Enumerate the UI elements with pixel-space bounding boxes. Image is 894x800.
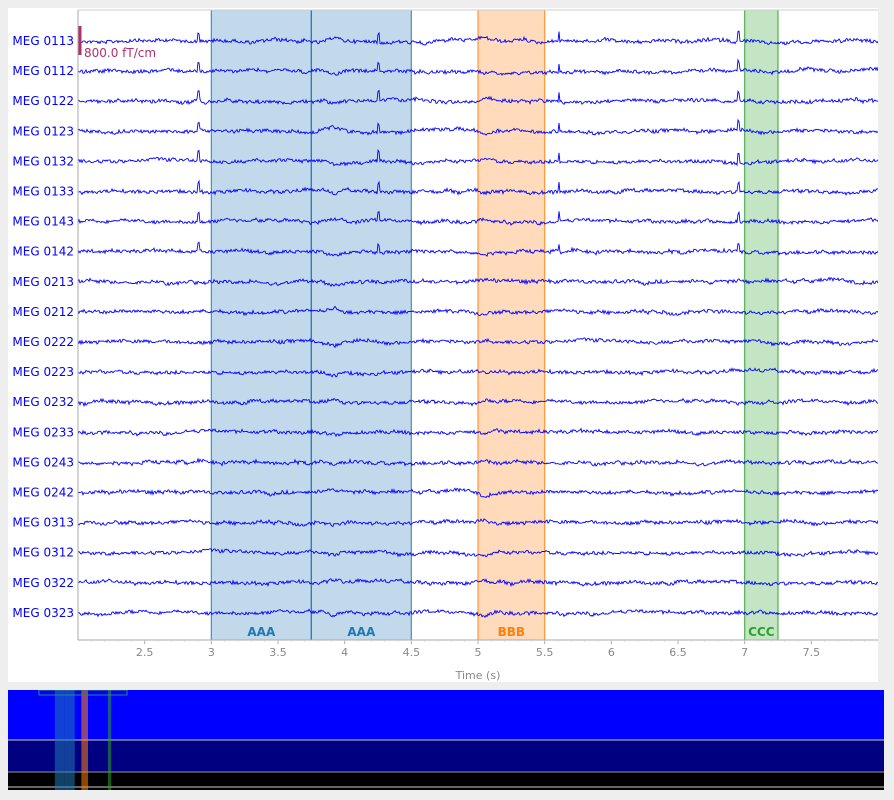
channel-trace[interactable] bbox=[77, 58, 878, 76]
channel-label[interactable]: MEG 0313 bbox=[12, 516, 74, 530]
overview-view-window[interactable] bbox=[38, 689, 128, 696]
channel-trace[interactable] bbox=[77, 276, 878, 288]
annotation-label: BBB bbox=[498, 625, 525, 639]
x-tick-label: 5.5 bbox=[536, 646, 554, 659]
channel-trace[interactable] bbox=[77, 548, 878, 558]
channel-trace[interactable] bbox=[77, 305, 878, 317]
channel-label[interactable]: MEG 0322 bbox=[12, 576, 74, 590]
channel-label[interactable]: MEG 0223 bbox=[12, 365, 74, 379]
channel-label[interactable]: MEG 0142 bbox=[12, 245, 74, 259]
channel-label[interactable]: MEG 0242 bbox=[12, 486, 74, 500]
annotation-layer: AAA AAA BBB CCC bbox=[210, 10, 779, 640]
channel-trace[interactable] bbox=[78, 179, 878, 197]
x-tick-label: 4 bbox=[341, 646, 348, 659]
annotation-span[interactable] bbox=[311, 10, 412, 640]
channel-label[interactable]: MEG 0212 bbox=[12, 305, 74, 319]
x-tick-label: 7 bbox=[741, 646, 748, 659]
channel-label[interactable]: MEG 0112 bbox=[12, 64, 74, 78]
overview-bar[interactable] bbox=[8, 689, 884, 790]
channel-trace[interactable] bbox=[77, 608, 878, 618]
scale-bar: 800.0 fT/cm bbox=[78, 26, 156, 60]
annotation-span[interactable] bbox=[211, 10, 312, 640]
overview-chart[interactable] bbox=[8, 689, 884, 790]
x-tick-label: 5 bbox=[475, 646, 482, 659]
overview-band-top bbox=[8, 690, 884, 740]
channel-trace[interactable] bbox=[77, 577, 878, 588]
channel-trace[interactable] bbox=[77, 337, 878, 349]
x-tick-label: 6.5 bbox=[669, 646, 687, 659]
overview-annotation bbox=[64, 690, 75, 790]
channel-trace[interactable] bbox=[77, 210, 878, 226]
channel-trace[interactable] bbox=[77, 427, 878, 438]
channel-trace[interactable] bbox=[77, 518, 878, 527]
overview-band-bottom bbox=[8, 772, 884, 790]
scale-bar-label: 800.0 fT/cm bbox=[84, 46, 156, 60]
channel-label[interactable]: MEG 0232 bbox=[12, 395, 74, 409]
channel-label[interactable]: MEG 0243 bbox=[12, 455, 74, 469]
channel-label-layer: MEG 0113 MEG 0112 MEG 0122 MEG 0123 MEG 0132… bbox=[12, 34, 74, 620]
channel-trace[interactable] bbox=[77, 89, 878, 106]
channel-label[interactable]: MEG 0143 bbox=[12, 215, 74, 229]
overview-annotation bbox=[107, 690, 112, 790]
channel-label[interactable]: MEG 0213 bbox=[12, 275, 74, 289]
annotation-label: AAA bbox=[247, 625, 276, 639]
annotation-label: AAA bbox=[347, 625, 376, 639]
channel-label[interactable]: MEG 0113 bbox=[12, 34, 74, 48]
channel-trace[interactable] bbox=[77, 397, 878, 408]
x-tick-label: 3 bbox=[208, 646, 215, 659]
x-axis-title: Time (s) bbox=[455, 669, 501, 682]
channel-trace[interactable] bbox=[78, 367, 878, 378]
x-tick-label: 3.5 bbox=[269, 646, 287, 659]
channel-trace[interactable] bbox=[77, 457, 878, 467]
x-axis: Time (s) 2.5 3 3.5 4 4.5 5 5.5 6 6.5 7 7.5 bbox=[77, 9, 878, 682]
channel-trace[interactable] bbox=[77, 487, 878, 498]
channel-label[interactable]: MEG 0123 bbox=[12, 124, 74, 138]
x-tick-label: 2.5 bbox=[136, 646, 154, 659]
channel-label[interactable]: MEG 0122 bbox=[12, 94, 74, 108]
x-tick-label: 4.5 bbox=[403, 646, 421, 659]
channel-label[interactable]: MEG 0233 bbox=[12, 425, 74, 439]
overview-annotation-layer bbox=[54, 690, 112, 790]
overview-annotation bbox=[81, 690, 88, 790]
annotation-span[interactable] bbox=[478, 10, 545, 640]
trace-layer bbox=[77, 30, 878, 618]
channel-label[interactable]: MEG 0132 bbox=[12, 154, 74, 168]
overview-band-middle bbox=[8, 740, 884, 772]
raw-data-browser-panel: AAA AAA BBB CCC MEG 0113 MEG 0112 MEG 0122 MEG… bbox=[8, 8, 878, 682]
channel-label[interactable]: MEG 0323 bbox=[12, 606, 74, 620]
channel-label[interactable]: MEG 0133 bbox=[12, 185, 74, 199]
overview-annotation bbox=[54, 690, 65, 790]
channel-trace[interactable] bbox=[77, 241, 878, 257]
channel-trace[interactable] bbox=[77, 118, 878, 136]
x-tick-label: 6 bbox=[608, 646, 615, 659]
annotation-span[interactable] bbox=[744, 10, 778, 640]
channel-trace[interactable] bbox=[77, 149, 878, 167]
channel-label[interactable]: MEG 0312 bbox=[12, 546, 74, 560]
channel-label[interactable]: MEG 0222 bbox=[12, 335, 74, 349]
channel-trace[interactable] bbox=[77, 30, 878, 46]
annotation-label: CCC bbox=[748, 625, 775, 639]
x-tick-label: 7.5 bbox=[803, 646, 821, 659]
